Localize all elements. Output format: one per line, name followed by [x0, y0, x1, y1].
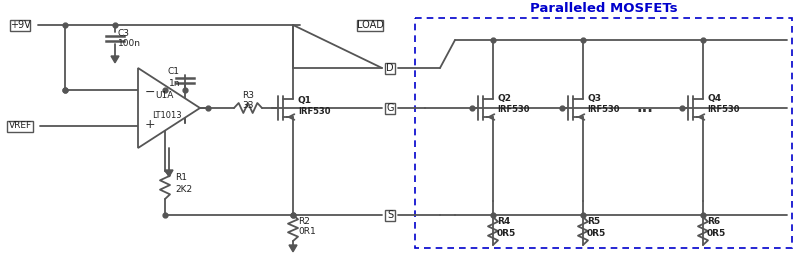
Text: R2: R2 [298, 216, 310, 225]
FancyBboxPatch shape [386, 62, 394, 74]
Text: +9V: +9V [10, 20, 30, 30]
Text: R3: R3 [242, 91, 254, 100]
Text: IRF530: IRF530 [497, 106, 530, 115]
Text: R4: R4 [497, 217, 510, 226]
Bar [415, 18, 792, 248]
Text: Paralleled MOSFETs: Paralleled MOSFETs [530, 2, 678, 14]
Polygon shape [165, 170, 173, 177]
Text: C3: C3 [118, 30, 130, 39]
Text: LT1013: LT1013 [152, 112, 182, 121]
Polygon shape [138, 68, 200, 148]
Text: IRF530: IRF530 [707, 106, 739, 115]
Text: Q2: Q2 [497, 95, 511, 104]
Text: Q4: Q4 [707, 95, 721, 104]
Text: G: G [386, 103, 394, 113]
FancyBboxPatch shape [10, 20, 30, 31]
Text: 0R5: 0R5 [587, 228, 606, 237]
FancyBboxPatch shape [7, 121, 33, 132]
Text: +: + [145, 117, 155, 131]
Text: LOAD: LOAD [357, 20, 383, 30]
Text: R6: R6 [707, 217, 720, 226]
Text: 33: 33 [242, 100, 254, 109]
Text: IRF530: IRF530 [298, 107, 330, 116]
FancyBboxPatch shape [386, 209, 394, 221]
Text: IRF530: IRF530 [587, 106, 619, 115]
Text: ...: ... [637, 100, 654, 115]
FancyBboxPatch shape [357, 20, 383, 31]
Text: 0R5: 0R5 [497, 228, 516, 237]
Text: R5: R5 [587, 217, 600, 226]
FancyBboxPatch shape [386, 103, 394, 114]
Text: 0R5: 0R5 [707, 228, 726, 237]
Text: 2K2: 2K2 [175, 186, 192, 195]
Text: D: D [386, 63, 394, 73]
Text: −: − [145, 86, 155, 98]
Text: VREF: VREF [9, 122, 31, 131]
Text: Q3: Q3 [587, 95, 601, 104]
Text: 100n: 100n [118, 39, 141, 48]
Text: R1: R1 [175, 173, 187, 182]
Text: C1: C1 [167, 68, 179, 77]
Text: Q1: Q1 [298, 96, 312, 105]
Text: U1A: U1A [155, 91, 173, 100]
Text: 0R1: 0R1 [298, 227, 316, 236]
Polygon shape [289, 245, 297, 252]
Text: 1n: 1n [170, 79, 181, 88]
Polygon shape [111, 56, 119, 63]
Text: S: S [387, 210, 393, 220]
